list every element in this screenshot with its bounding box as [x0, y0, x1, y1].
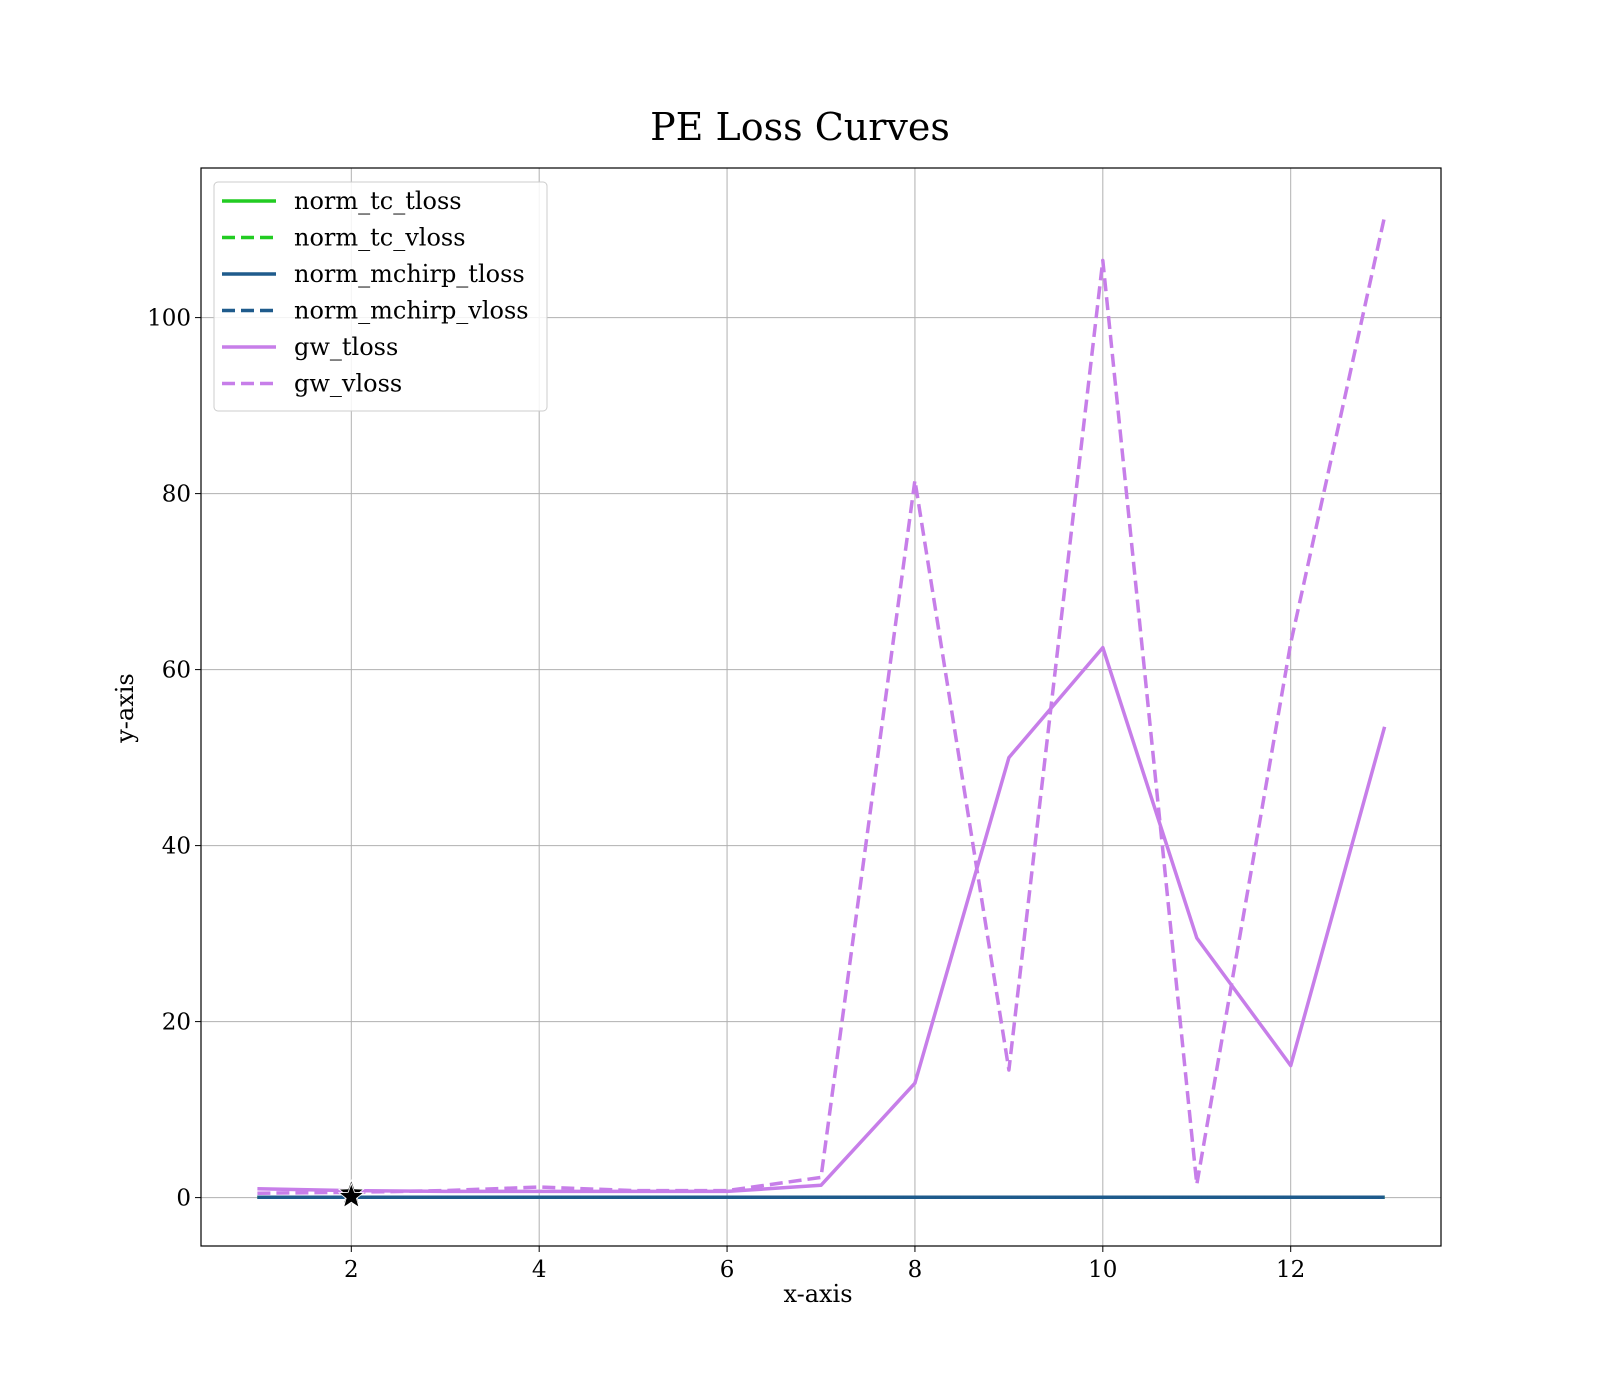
- series-line-gw-tloss: [257, 645, 1387, 1194]
- star-marker: [337, 1182, 365, 1209]
- chart-title: PE Loss Curves: [650, 105, 950, 149]
- legend-label: gw_vloss: [294, 370, 402, 398]
- legend-label: norm_tc_tloss: [294, 187, 462, 215]
- grid-lines: [201, 168, 1441, 1246]
- legend-box: [213, 181, 548, 412]
- y-tick-label: 0: [176, 1186, 191, 1212]
- x-tick-label: 2: [344, 1257, 359, 1283]
- y-tick-label: 80: [162, 482, 191, 508]
- x-tick-label: 12: [1276, 1257, 1305, 1283]
- x-tick-label: 8: [908, 1257, 923, 1283]
- x-axis-label: x-axis: [783, 1280, 852, 1308]
- x-tick-label: 4: [532, 1257, 547, 1283]
- legend-label: norm_mchirp_tloss: [294, 260, 525, 288]
- y-tick-label: 60: [162, 658, 191, 684]
- axis-ticks: 2 4 6 8 10 12 0 20 40 60 80 100: [147, 306, 1305, 1283]
- x-tick-label: 6: [720, 1257, 735, 1283]
- y-tick-label: 40: [162, 834, 191, 860]
- legend-label: norm_tc_vloss: [294, 224, 466, 252]
- plot-series: [257, 216, 1387, 1199]
- legend-label: norm_mchirp_vloss: [294, 297, 529, 325]
- plot-frame: [200, 167, 1442, 1247]
- legend: norm_tc_tloss norm_tc_vloss norm_mchirp_tl…: [213, 181, 548, 412]
- y-tick-label: 100: [147, 306, 191, 332]
- y-tick-label: 20: [162, 1010, 191, 1036]
- legend-label: gw_tloss: [294, 333, 398, 361]
- x-tick-label: 10: [1088, 1257, 1117, 1283]
- plot-markers: [337, 1179, 365, 1209]
- y-axis-label: y-axis: [111, 673, 139, 744]
